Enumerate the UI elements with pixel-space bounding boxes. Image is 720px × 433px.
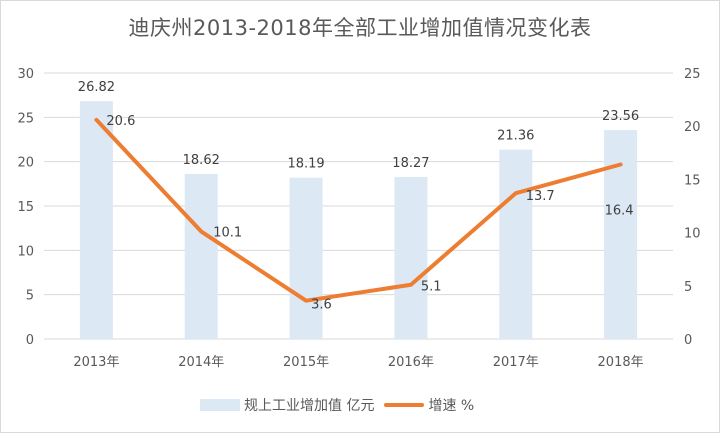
x-tick-label: 2015年	[283, 355, 329, 370]
left-tick-label: 25	[17, 111, 34, 126]
x-tick-label: 2017年	[493, 355, 539, 370]
x-tick-label: 2013年	[73, 355, 119, 370]
x-tick-label: 2014年	[178, 355, 224, 370]
legend-bar-swatch	[200, 399, 240, 411]
x-axis: 2013年 2014年 2015年 2016年 2017年 2018年	[73, 355, 643, 370]
left-tick-label: 30	[17, 67, 34, 82]
right-tick-label: 10	[684, 227, 701, 242]
bar-value-label: 18.62	[183, 153, 220, 168]
bar	[184, 173, 218, 339]
chart-title: 迪庆州2013-2018年全部工业增加值情况变化表	[128, 16, 592, 40]
legend: 规上工业增加值 亿元 增速 %	[200, 395, 474, 415]
bar-value-label: 21.36	[497, 129, 534, 144]
right-tick-label: 0	[684, 333, 692, 348]
left-tick-label: 0	[26, 333, 34, 348]
x-tick-label: 2016年	[388, 355, 434, 370]
bar-value-label: 18.27	[392, 156, 429, 171]
gridlines	[44, 72, 673, 340]
right-y-axis: 0 5 10 15 20 25	[684, 67, 701, 348]
x-tick-label: 2018年	[598, 355, 644, 370]
legend-line-label: 增速 %	[428, 398, 475, 414]
growth-line	[94, 117, 623, 303]
right-tick-label: 15	[684, 173, 701, 188]
bar	[289, 177, 323, 339]
left-tick-label: 10	[17, 244, 34, 259]
left-tick-label: 15	[17, 200, 34, 215]
legend-bar-label: 规上工业增加值 亿元	[244, 398, 375, 414]
line-value-label: 20.6	[106, 114, 135, 129]
bar-value-label: 23.56	[602, 109, 639, 124]
legend-line-swatch	[384, 403, 425, 407]
left-y-axis: 0 5 10 15 20 25 30	[17, 67, 34, 348]
line-data-labels: 20.6 10.1 3.6 5.1 13.7 16.4	[106, 114, 633, 313]
bar	[79, 101, 113, 339]
bar	[394, 177, 428, 339]
bar-series	[79, 101, 638, 339]
line-value-label: 3.6	[311, 298, 332, 313]
line-value-label: 16.4	[605, 204, 634, 219]
right-tick-label: 25	[684, 67, 701, 82]
right-tick-label: 5	[684, 280, 692, 295]
right-tick-label: 20	[684, 120, 701, 135]
bar	[499, 149, 533, 339]
bar-value-label: 26.82	[78, 80, 115, 95]
line-value-label: 5.1	[421, 280, 442, 295]
bar-value-label: 18.19	[287, 157, 324, 172]
bar	[604, 130, 638, 339]
line-series	[94, 117, 623, 303]
line-value-label: 13.7	[526, 189, 555, 204]
left-tick-label: 20	[17, 156, 34, 171]
bar-data-labels: 26.82 18.62 18.19 18.27 21.36 23.56	[78, 80, 639, 172]
line-value-label: 10.1	[213, 226, 242, 241]
left-tick-label: 5	[26, 289, 34, 304]
